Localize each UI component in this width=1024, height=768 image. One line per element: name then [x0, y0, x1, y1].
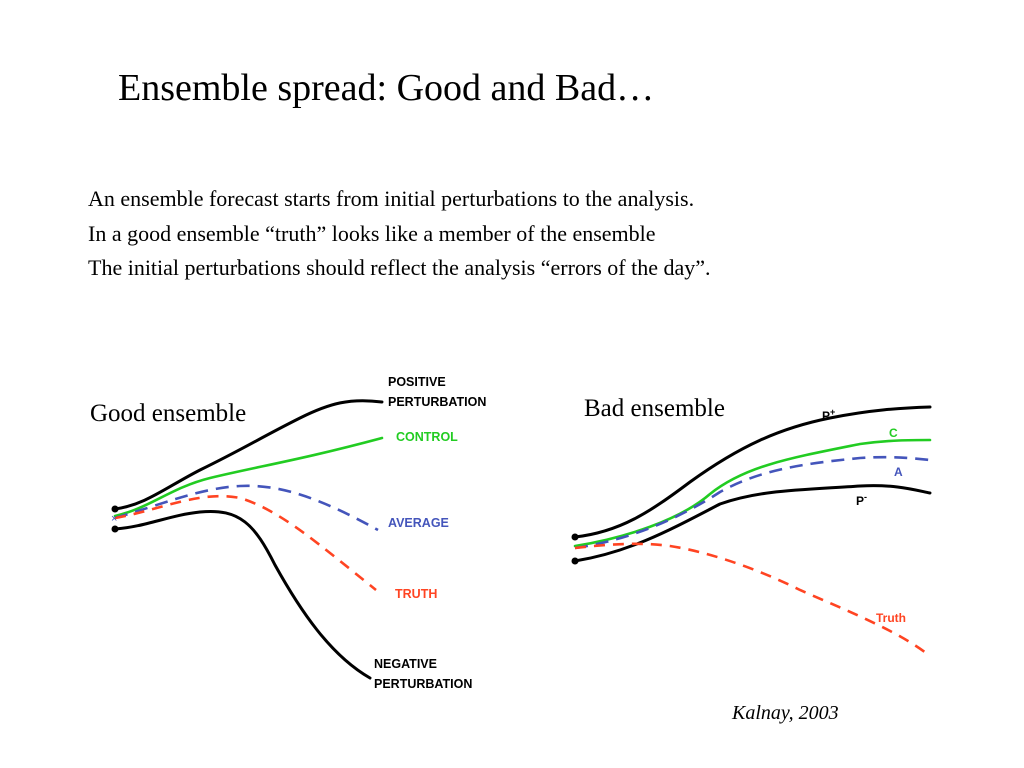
bad-control-label: C [889, 426, 898, 440]
good-negative-perturbation-curve [113, 509, 372, 680]
good-positive-perturbation-curve [113, 399, 384, 511]
good-truth-curve [114, 494, 377, 592]
good-truth-label: TRUTH [395, 587, 437, 601]
bad-control-curve [573, 438, 932, 548]
good-positive-label-line2: PERTURBATION [388, 395, 486, 409]
bad-truth-label: Truth [876, 611, 906, 625]
good-average-label: AVERAGE [388, 516, 449, 530]
good-start-point-bottom [111, 525, 119, 533]
good-average-curve [114, 484, 379, 532]
good-control-label: CONTROL [396, 430, 458, 444]
intro-text: An ensemble forecast starts from initial… [88, 182, 711, 286]
slide-title: Ensemble spread: Good and Bad… [118, 67, 655, 109]
good-ensemble-panel: Good ensemble × POSITIVE PERTURBATION CO… [90, 375, 486, 691]
intro-line-1: An ensemble forecast starts from initial… [88, 186, 695, 211]
bad-p-minus-label: P- [856, 492, 867, 508]
bad-truth-curve [574, 542, 931, 658]
bad-average-curve [574, 455, 931, 550]
bad-start-point-top [571, 533, 579, 541]
good-negative-label-line2: PERTURBATION [374, 677, 472, 691]
intro-line-3: The initial perturbations should reflect… [88, 255, 711, 280]
intro-line-2: In a good ensemble “truth” looks like a … [88, 220, 656, 246]
bad-p-plus-label: P+ [822, 407, 835, 423]
bad-ensemble-panel: Bad ensemble P+ C A P- Truth [571, 395, 932, 658]
good-positive-label-line1: POSITIVE [388, 375, 446, 389]
good-start-point-top [111, 505, 119, 513]
good-negative-label-line1: NEGATIVE [374, 657, 437, 671]
citation: Kalnay, 2003 [732, 702, 839, 724]
bad-ensemble-title: Bad ensemble [584, 395, 725, 422]
good-ensemble-title: Good ensemble [90, 400, 246, 427]
bad-average-label: A [894, 465, 903, 479]
bad-negative-perturbation-curve [573, 484, 932, 563]
good-control-curve [113, 436, 384, 518]
bad-positive-perturbation-curve [573, 405, 932, 539]
bad-start-point-bottom [571, 557, 579, 565]
good-analysis-mark: × [111, 513, 117, 525]
